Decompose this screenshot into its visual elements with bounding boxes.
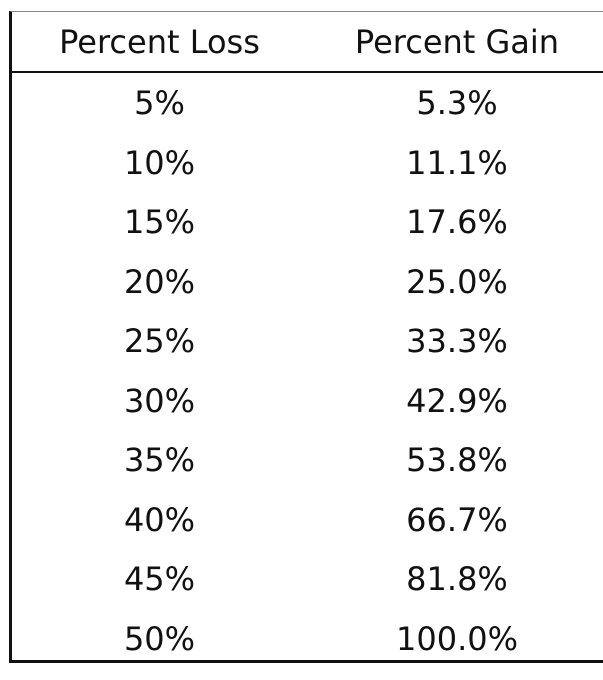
table-cell: 30%: [123, 381, 196, 420]
table-cell: 50%: [123, 619, 196, 658]
table-cell: 42.9%: [406, 381, 508, 420]
table-cell: 20%: [123, 262, 196, 301]
table-cell: 25.0%: [406, 262, 508, 301]
table-cell: 40%: [123, 500, 196, 539]
table: Percent Loss Percent Gain 5% 5.3% 10% 11.1%…: [9, 11, 603, 663]
header-cell: Percent Loss: [59, 23, 260, 61]
table-cell: 10%: [123, 143, 196, 182]
table-cell: 11.1%: [406, 143, 508, 182]
table-cell: 100.0%: [395, 619, 518, 658]
table-cell: 15%: [123, 203, 196, 241]
header-rule: [12, 71, 603, 73]
table-cell: 81.8%: [406, 560, 508, 598]
table-cell: 53.8%: [406, 441, 508, 479]
table-cell: 5%: [134, 84, 185, 122]
table-cell: 25%: [123, 322, 196, 360]
table-cell: 66.7%: [406, 500, 508, 539]
table-cell: 5.3%: [416, 84, 498, 122]
header-cell: Percent Gain: [354, 23, 560, 61]
table-cell: 35%: [123, 441, 196, 479]
table-cell: 45%: [123, 560, 196, 598]
table-cell: 33.3%: [406, 322, 508, 360]
table-cell: 17.6%: [406, 203, 508, 241]
